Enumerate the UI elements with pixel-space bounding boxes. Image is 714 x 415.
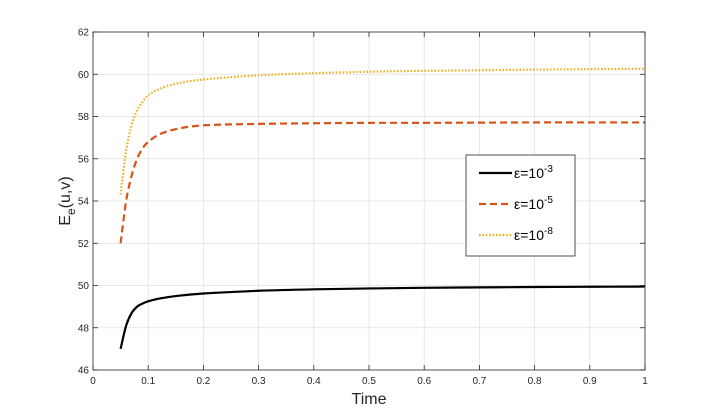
legend-label-3: ε=10-8 <box>514 226 553 243</box>
y-tick-label: 60 <box>78 70 90 81</box>
y-axis-title-rest: (u,v) <box>57 176 74 208</box>
legend-label-2: ε=10-5 <box>514 195 553 212</box>
ticks: 0 0.1 0.2 0.3 0.4 0.5 0.6 0.7 0.8 0.9 1 46 48 50 52 54 5… <box>78 28 648 388</box>
x-tick-label: 0.3 <box>252 376 266 387</box>
legend-box <box>465 154 576 257</box>
x-tick-label: 0 <box>90 376 96 387</box>
y-axis-title-main: E <box>57 215 74 226</box>
y-axis-title-subscript: e <box>64 208 78 215</box>
x-tick-label: 0.1 <box>141 376 155 387</box>
y-tick-label: 48 <box>78 323 90 334</box>
y-tick-label: 58 <box>78 112 90 123</box>
x-tick-label: 0.7 <box>472 376 486 387</box>
y-tick-label: 56 <box>78 154 90 165</box>
y-tick-label: 54 <box>78 197 90 208</box>
svg-text:Ee(u,v): Ee(u,v) <box>57 176 78 225</box>
x-tick-label: 1 <box>642 376 648 387</box>
y-tick-label: 52 <box>78 239 90 250</box>
y-axis-title: Ee(u,v) <box>57 176 78 225</box>
series-line-3 <box>119 67 646 195</box>
y-tick-label: 62 <box>78 28 90 39</box>
legend: ε=10-3 ε=10-5 ε=10-8 <box>465 154 576 257</box>
x-tick-label: 0.4 <box>307 376 321 387</box>
grid <box>93 32 645 370</box>
x-tick-label: 0.9 <box>583 376 597 387</box>
series-line-2 <box>119 121 645 244</box>
x-tick-label: 0.6 <box>417 376 431 387</box>
legend-items: ε=10-3 ε=10-5 ε=10-8 <box>479 164 553 243</box>
x-tick-label: 0.2 <box>196 376 210 387</box>
y-tick-label: 50 <box>78 281 90 292</box>
x-tick-label: 0.5 <box>362 376 376 387</box>
x-axis-title: Time <box>352 391 387 408</box>
series-group <box>119 67 646 350</box>
legend-label-1: ε=10-3 <box>514 164 553 181</box>
y-tick-label: 46 <box>78 366 90 377</box>
series-line-1 <box>119 285 646 350</box>
x-tick-label: 0.8 <box>528 376 542 387</box>
